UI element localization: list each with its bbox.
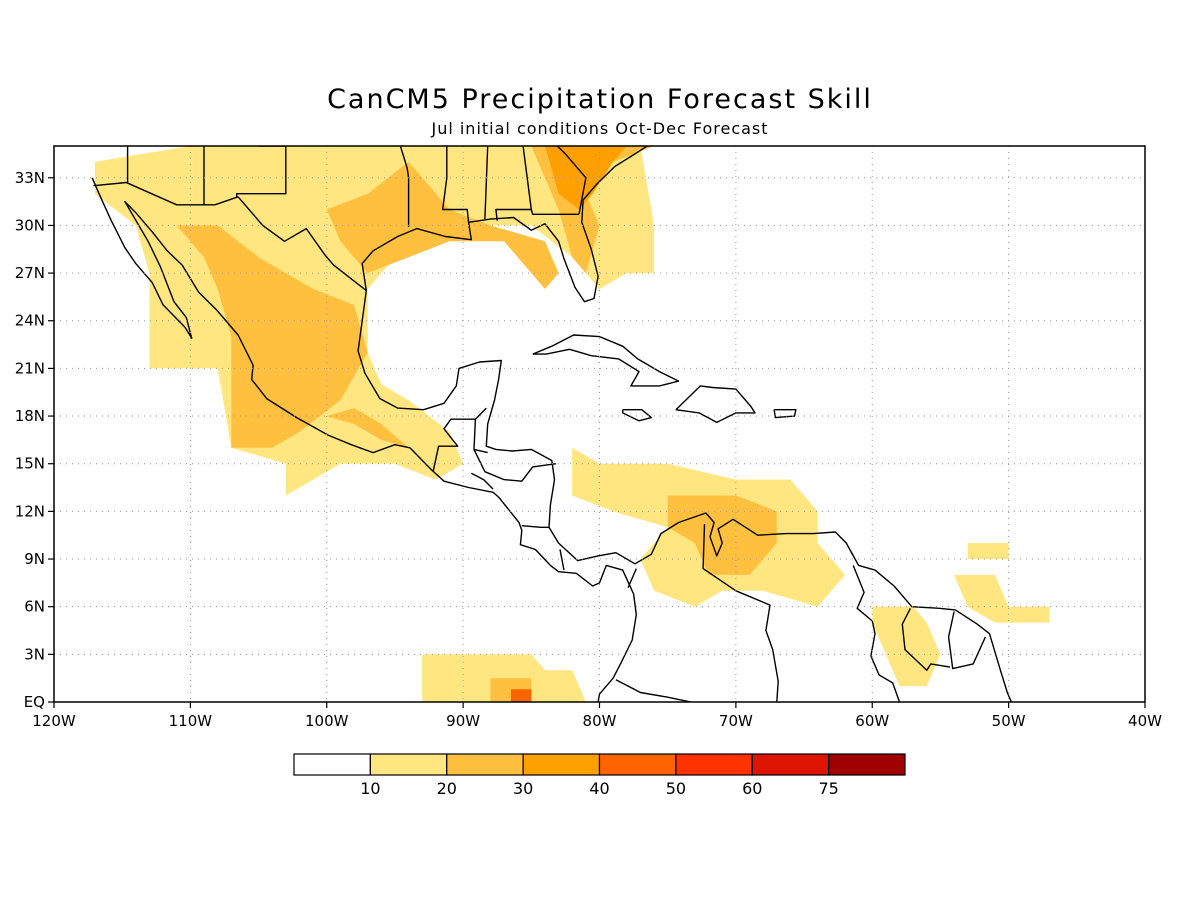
- y-tick-label: 33N: [15, 169, 45, 187]
- chart-title: CanCM5 Precipitation Forecast Skill: [327, 84, 873, 115]
- coastline-segment: [236, 146, 287, 197]
- y-tick-label: 15N: [15, 455, 45, 473]
- colorbar-swatch: [751, 753, 830, 776]
- coastline-segment: [947, 611, 987, 670]
- chart-subtitle: Jul initial conditions Oct-Dec Forecast: [431, 119, 769, 138]
- coastline-segment: [357, 290, 1013, 702]
- skill-region-7: [667, 495, 777, 575]
- coastline-segment: [622, 409, 652, 422]
- x-tick-label: 120W: [32, 712, 76, 730]
- skill-region-3: [326, 161, 559, 289]
- skill-region-11: [422, 654, 586, 702]
- axis-ticks: 120W 110W 100W 90W 80W 70W 60W 50W 40W EQ 3N 6N 9N 12…: [15, 169, 1162, 730]
- x-tick-label: 40W: [1128, 712, 1162, 730]
- coastline-segment: [473, 449, 556, 482]
- skill-region-2: [326, 408, 409, 448]
- colorbar-label: 50: [666, 779, 686, 798]
- x-tick-label: 70W: [719, 712, 753, 730]
- coastline-segment: [702, 524, 779, 702]
- coastline-segment: [559, 549, 565, 571]
- coastline-segment: [852, 565, 901, 702]
- coastline-segment: [495, 146, 532, 221]
- y-tick-label: 18N: [15, 407, 45, 425]
- coastline-segment: [901, 607, 951, 671]
- colorbar-label: 60: [742, 779, 762, 798]
- y-tick-label: 6N: [24, 598, 45, 616]
- colorbar-label: 40: [589, 779, 609, 798]
- coastline-layer: [91, 146, 1013, 702]
- x-tick-label: 50W: [992, 712, 1026, 730]
- coastline-segment: [470, 472, 494, 490]
- y-tick-label: 12N: [15, 502, 45, 520]
- x-tick-label: 110W: [169, 712, 213, 730]
- skill-region-1: [176, 225, 368, 448]
- coastline-segment: [442, 146, 470, 223]
- coastline-segment: [532, 334, 680, 387]
- x-tick-label: 80W: [583, 712, 617, 730]
- x-tick-label: 60W: [855, 712, 889, 730]
- colorbar-label: 30: [513, 779, 533, 798]
- coastline-segment: [627, 568, 637, 588]
- coastline-segment: [530, 209, 579, 215]
- coastline-segment: [675, 385, 756, 424]
- colorbar-swatch: [675, 753, 753, 776]
- skill-region-8: [872, 606, 941, 687]
- x-tick-label: 100W: [305, 712, 349, 730]
- colorbar-swatch: [522, 753, 601, 776]
- y-tick-label: 24N: [15, 312, 45, 330]
- colorbar-label: 10: [360, 779, 380, 798]
- skill-region-9: [954, 574, 1050, 623]
- colorbar-label: 75: [818, 779, 838, 798]
- skill-region-10: [967, 543, 1009, 559]
- colorbar-swatch: [369, 753, 448, 776]
- coastline-segment: [473, 419, 488, 454]
- skill-shading-layer: [94, 146, 1050, 702]
- coastline-segment: [237, 196, 367, 292]
- coastline-segment: [615, 679, 692, 702]
- y-tick-label: 3N: [24, 645, 45, 663]
- x-tick-label: 90W: [446, 712, 480, 730]
- coastline-segment: [361, 146, 648, 303]
- coastline-segment: [93, 181, 239, 206]
- y-tick-label: 30N: [15, 216, 45, 234]
- colorbar: 10 20 30 40 50 60 75: [293, 753, 906, 798]
- coastline-segment: [91, 177, 637, 702]
- coastline-segment: [773, 409, 797, 419]
- y-tick-label: 27N: [15, 264, 45, 282]
- y-tick-label: 21N: [15, 359, 45, 377]
- skill-region-13: [510, 689, 532, 702]
- y-tick-label: EQ: [24, 693, 45, 711]
- y-tick-label: 9N: [24, 550, 45, 568]
- coastline-segment: [484, 146, 489, 220]
- colorbar-swatch: [293, 753, 371, 776]
- coastline-segment: [521, 525, 549, 528]
- colorbar-swatch: [446, 753, 524, 776]
- coastline-segment: [399, 146, 410, 227]
- coastline-segment: [556, 146, 587, 215]
- colorbar-swatch: [828, 753, 906, 776]
- colorbar-swatch: [598, 753, 677, 776]
- colorbar-label: 20: [437, 779, 457, 798]
